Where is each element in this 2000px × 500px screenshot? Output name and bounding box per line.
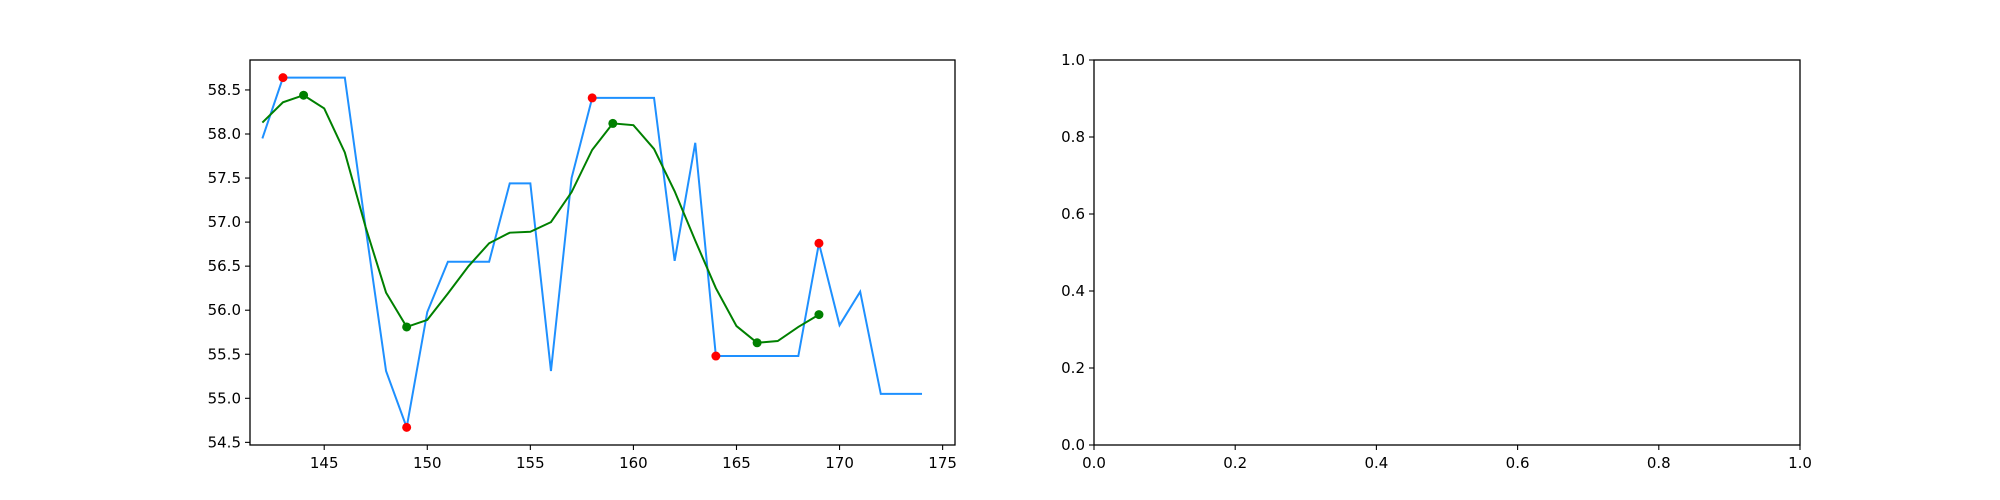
x-tick-label: 170 bbox=[825, 454, 854, 472]
marker-point bbox=[814, 238, 824, 248]
marker-point bbox=[402, 322, 412, 332]
x-tick-label: 155 bbox=[516, 454, 545, 472]
y-tick-label: 54.5 bbox=[208, 433, 241, 451]
x-tick-label: 160 bbox=[619, 454, 648, 472]
y-tick-label: 56.5 bbox=[208, 257, 241, 275]
marker-point bbox=[711, 351, 721, 361]
y-tick-label: 57.5 bbox=[208, 169, 241, 187]
y-tick-label: 0.4 bbox=[1061, 282, 1085, 300]
x-tick-label: 145 bbox=[310, 454, 339, 472]
x-tick-label: 1.0 bbox=[1788, 454, 1812, 472]
x-tick-label: 0.2 bbox=[1223, 454, 1247, 472]
y-tick-label: 58.5 bbox=[208, 81, 241, 99]
marker-point bbox=[752, 338, 762, 348]
marker-point bbox=[814, 310, 824, 320]
left-plot: 145 150 155 160 165 170 175 54.5 55.0 55.5 56.0 56.… bbox=[208, 59, 957, 472]
y-tick-label: 1.0 bbox=[1061, 51, 1085, 69]
y-tick-label: 0.0 bbox=[1061, 436, 1085, 454]
y-tick-label: 57.0 bbox=[208, 213, 241, 231]
y-tick-label: 0.2 bbox=[1061, 359, 1085, 377]
y-tick-label: 58.0 bbox=[208, 125, 241, 143]
marker-point bbox=[278, 73, 288, 83]
marker-point bbox=[402, 422, 412, 432]
x-tick-label: 0.4 bbox=[1364, 454, 1388, 472]
y-tick-label: 55.0 bbox=[208, 389, 241, 407]
axes-frame bbox=[1093, 59, 1801, 446]
x-tick-label: 0.6 bbox=[1506, 454, 1530, 472]
x-tick-label: 175 bbox=[928, 454, 957, 472]
series-line-1 bbox=[261, 94, 820, 344]
x-tick-label: 165 bbox=[722, 454, 751, 472]
y-tick-label: 55.5 bbox=[208, 345, 241, 363]
x-tick-label: 0.8 bbox=[1647, 454, 1671, 472]
x-tick-label: 150 bbox=[413, 454, 442, 472]
axes-frame bbox=[249, 59, 956, 446]
right-plot: 0.0 0.2 0.4 0.6 0.8 1.0 0.0 0.2 0.4 0.6 0.8 1.0 bbox=[1061, 51, 1812, 472]
marker-point bbox=[299, 90, 309, 100]
x-tick-label: 0.0 bbox=[1082, 454, 1106, 472]
y-tick-label: 0.8 bbox=[1061, 128, 1085, 146]
marker-point bbox=[587, 93, 597, 103]
y-tick-label: 56.0 bbox=[208, 301, 241, 319]
series-line-0 bbox=[261, 76, 923, 432]
y-tick-label: 0.6 bbox=[1061, 205, 1085, 223]
marker-point bbox=[608, 118, 618, 128]
